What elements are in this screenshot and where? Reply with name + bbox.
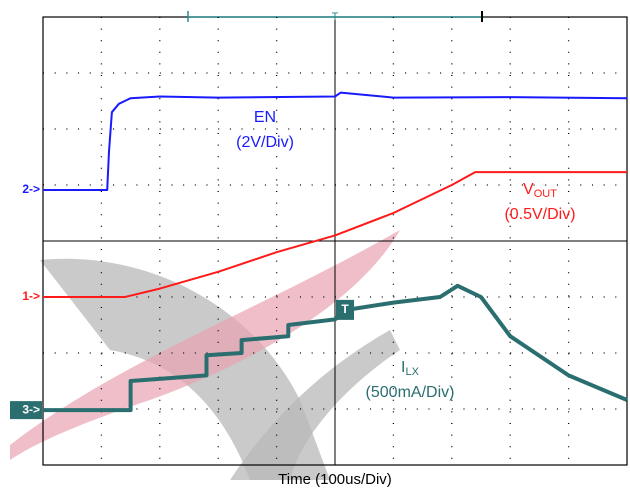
trace xyxy=(43,171,627,298)
annotation-scale: (500mA/Div) xyxy=(366,384,455,401)
annotation-subscript: LX xyxy=(405,366,419,378)
annotation: VOUT xyxy=(523,181,557,200)
grid xyxy=(43,17,627,465)
annotation-text: I xyxy=(401,359,405,376)
channel-marker: 1-> xyxy=(22,289,40,303)
trace xyxy=(43,91,628,191)
trigger-top: T xyxy=(332,11,339,23)
traces xyxy=(43,91,628,413)
marker-label: 1-> xyxy=(22,289,40,303)
marker-box xyxy=(10,401,42,420)
x-axis-label: Time (100us/Div) xyxy=(278,471,392,488)
annotation: EN xyxy=(254,109,276,126)
labels: 2-> 1-> 3-> T T EN (2V/Div) VOUT (0.5V/Div) ILX (5… xyxy=(10,11,576,420)
channel-marker: 3-> xyxy=(10,401,42,420)
trace xyxy=(43,283,628,413)
watermark-red xyxy=(10,230,400,460)
annotation-text: V xyxy=(523,181,534,198)
annotation-scale: (2V/Div) xyxy=(236,134,294,151)
watermark-gray2 xyxy=(230,330,400,480)
channel-marker: 2-> xyxy=(22,182,40,196)
trigger-label: T xyxy=(341,302,349,316)
annotation-subscript: OUT xyxy=(534,188,558,200)
marker-label: 3-> xyxy=(22,402,40,416)
annotation: ILX xyxy=(401,359,420,378)
annotation-scale: (0.5V/Div) xyxy=(504,206,575,223)
trigger-box xyxy=(336,299,354,320)
annotation-text: EN xyxy=(254,109,276,126)
marker-label: 2-> xyxy=(22,182,40,196)
